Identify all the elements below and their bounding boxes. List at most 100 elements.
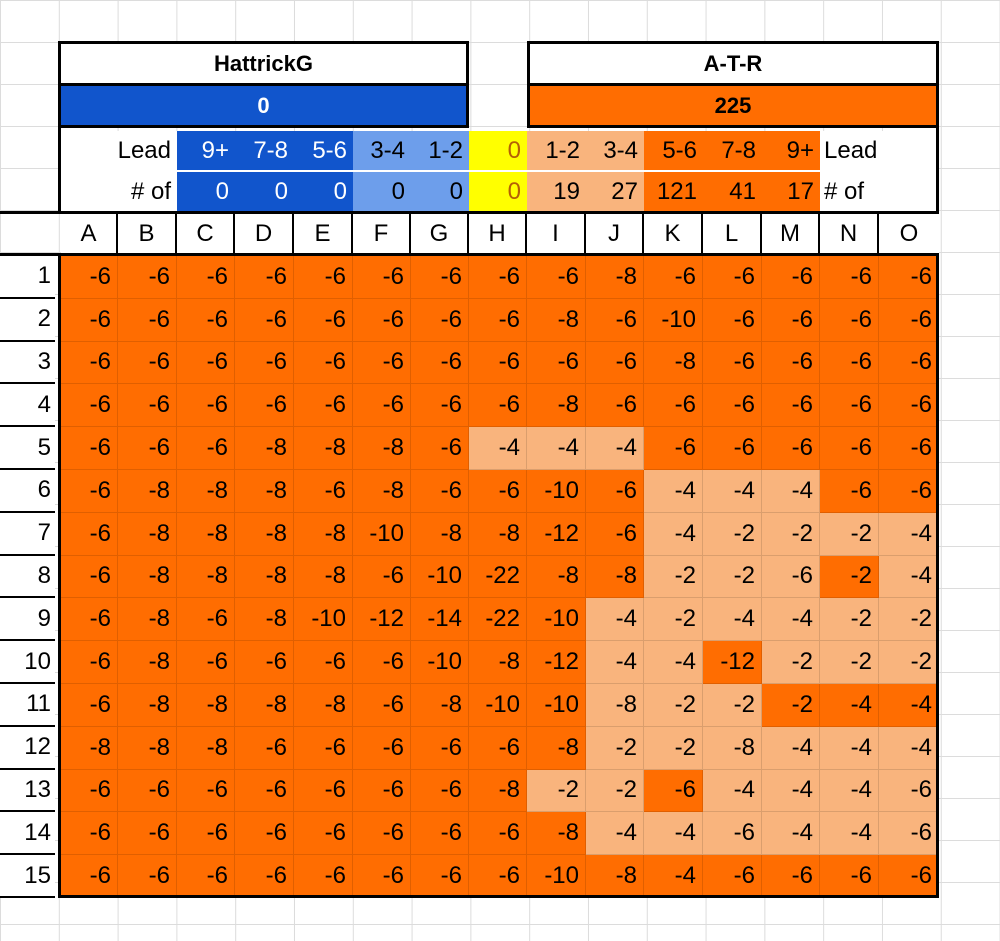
grid-cell: -6 [235, 812, 294, 856]
lead-count-value: 0 [235, 172, 294, 211]
grid-cell: -6 [879, 384, 939, 428]
grid-cell: -8 [527, 726, 586, 770]
grid-cell: -8 [235, 470, 294, 513]
grid-cell: -6 [61, 512, 118, 556]
grid-cell: -6 [61, 384, 118, 428]
grid-cell: -6 [235, 256, 294, 299]
grid-cell: -6 [353, 555, 411, 599]
grid-cell: -8 [294, 427, 353, 470]
grid-cell: -6 [411, 812, 469, 856]
grid-cell: -8 [177, 470, 235, 513]
grid-cell: -6 [644, 256, 703, 299]
grid-cell: -4 [586, 812, 644, 856]
grid-cell: -6 [411, 256, 469, 299]
lead-count-value: 121 [644, 172, 703, 211]
grid-cell: -8 [411, 684, 469, 727]
grid-cell: -6 [762, 298, 820, 342]
grid-cell: -6 [353, 726, 411, 770]
grid-cell: -8 [294, 684, 353, 727]
grid-cell: -6 [879, 341, 939, 385]
lead-count-value: 41 [703, 172, 762, 211]
lead-range-label: 1-2 [411, 131, 469, 170]
grid-cell: -6 [235, 855, 294, 898]
grid-cell: -4 [820, 769, 879, 813]
grid-cell: -4 [762, 769, 820, 813]
grid-cell: -6 [879, 855, 939, 898]
grid-cell: -8 [353, 470, 411, 513]
grid-cell: -8 [294, 555, 353, 599]
lead-count-value: 19 [527, 172, 586, 211]
column-header: N [820, 214, 879, 253]
grid-cell: -8 [61, 726, 118, 770]
grid-cell: -4 [644, 812, 703, 856]
grid-cell: -4 [644, 855, 703, 898]
row-header: 9 [0, 598, 55, 642]
grid-cell: -8 [177, 684, 235, 727]
grid-cell: -8 [177, 555, 235, 599]
grid-cell: -6 [353, 341, 411, 385]
grid-cell: -8 [586, 256, 644, 299]
row-header: 4 [0, 384, 55, 428]
grid-cell: -2 [586, 769, 644, 813]
lead-range-label: 3-4 [353, 131, 411, 170]
grid-cell: -2 [820, 512, 879, 556]
row-header: 10 [0, 641, 55, 684]
grid-cell: -6 [294, 256, 353, 299]
grid-cell: -6 [353, 769, 411, 813]
grid-cell: -8 [235, 684, 294, 727]
grid-cell: -6 [353, 855, 411, 898]
grid-cell: -6 [820, 341, 879, 385]
lead-range-label: 9+ [762, 131, 820, 170]
grid-cell: -6 [469, 298, 527, 342]
row-header: 13 [0, 769, 55, 813]
grid-cell: -2 [879, 641, 939, 684]
grid-cell: -2 [820, 641, 879, 684]
lead-count-value: 0 [469, 172, 527, 211]
grid-cell: -4 [586, 427, 644, 470]
lead-range-label: 3-4 [586, 131, 644, 170]
lead-range-label: Lead [61, 131, 177, 170]
grid-cell: -10 [411, 641, 469, 684]
grid-cell: -2 [703, 512, 762, 556]
grid-cell: -6 [469, 256, 527, 299]
grid-cell: -6 [61, 598, 118, 642]
grid-cell: -4 [644, 470, 703, 513]
lead-range-label: 7-8 [235, 131, 294, 170]
grid-cell: -6 [61, 470, 118, 513]
row-header-line [0, 253, 58, 256]
lead-count-value: # of [820, 172, 939, 211]
column-header: J [586, 214, 644, 253]
grid-cell: -6 [294, 855, 353, 898]
grid-cell: -4 [703, 470, 762, 513]
grid-cell: -6 [118, 298, 177, 342]
grid-cell: -6 [235, 384, 294, 428]
grid-cell: -6 [177, 341, 235, 385]
grid-cell: -8 [118, 641, 177, 684]
grid-cell: -12 [703, 641, 762, 684]
grid-cell: -6 [177, 427, 235, 470]
lead-range-label: Lead [820, 131, 939, 170]
grid-cell: -6 [879, 769, 939, 813]
grid-cell: -6 [61, 812, 118, 856]
grid-cell: -10 [527, 598, 586, 642]
grid-cell: -6 [118, 855, 177, 898]
grid-cell: -8 [177, 726, 235, 770]
grid-cell: -2 [703, 684, 762, 727]
grid-cell: -6 [644, 769, 703, 813]
column-header: I [527, 214, 586, 253]
grid-cell: -6 [61, 641, 118, 684]
lead-range-label: 0 [469, 131, 527, 170]
grid-cell: -6 [353, 641, 411, 684]
grid-cell: -8 [644, 341, 703, 385]
lead-count-value: # of [61, 172, 177, 211]
grid-cell: -22 [469, 598, 527, 642]
grid-cell: -4 [527, 427, 586, 470]
grid-cell: -8 [586, 855, 644, 898]
grid-cell: -6 [177, 812, 235, 856]
grid-cell: -6 [294, 298, 353, 342]
column-header: C [177, 214, 235, 253]
away-team-name: A-T-R [527, 41, 939, 86]
row-header: 6 [0, 470, 55, 513]
lead-range-label: 9+ [177, 131, 235, 170]
row-header: 14 [0, 812, 55, 856]
